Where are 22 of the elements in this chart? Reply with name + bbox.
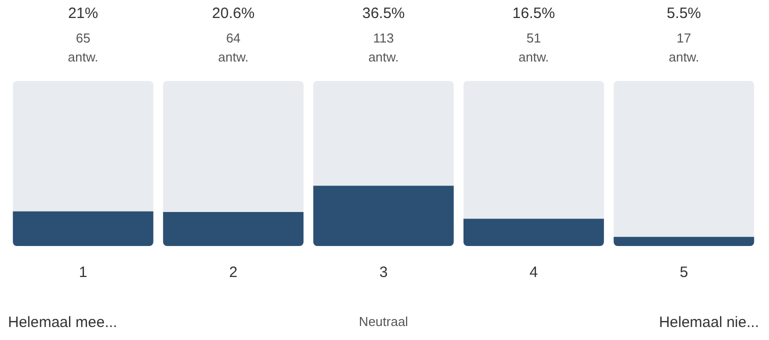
text: Helemaal nie... (658, 314, 759, 331)
text: 65 antw. (68, 30, 98, 65)
bar (163, 212, 304, 246)
bar (12, 211, 154, 246)
data-label: 16.5% (512, 5, 555, 22)
data-label: 36.5% (362, 5, 405, 22)
x-tick-label: 5 (680, 264, 688, 282)
text: 113 antw. (368, 30, 399, 65)
x-tick-label: 2 (229, 264, 238, 282)
bar (463, 218, 604, 246)
text: 51 antw. (518, 30, 549, 65)
x-tick-label: 1 (78, 264, 88, 282)
data-label: 20.6% (212, 5, 255, 22)
data-label: 5.5% (666, 5, 701, 22)
text: 64 antw. (218, 30, 248, 65)
bar (614, 236, 754, 246)
text: Neutraal (358, 314, 408, 329)
text: Helemaal mee... (8, 314, 118, 331)
x-tick-label: 3 (379, 264, 388, 282)
text: 17 antw. (668, 30, 700, 65)
x-tick-label: 4 (530, 264, 538, 282)
data-label: 21% (68, 5, 98, 22)
